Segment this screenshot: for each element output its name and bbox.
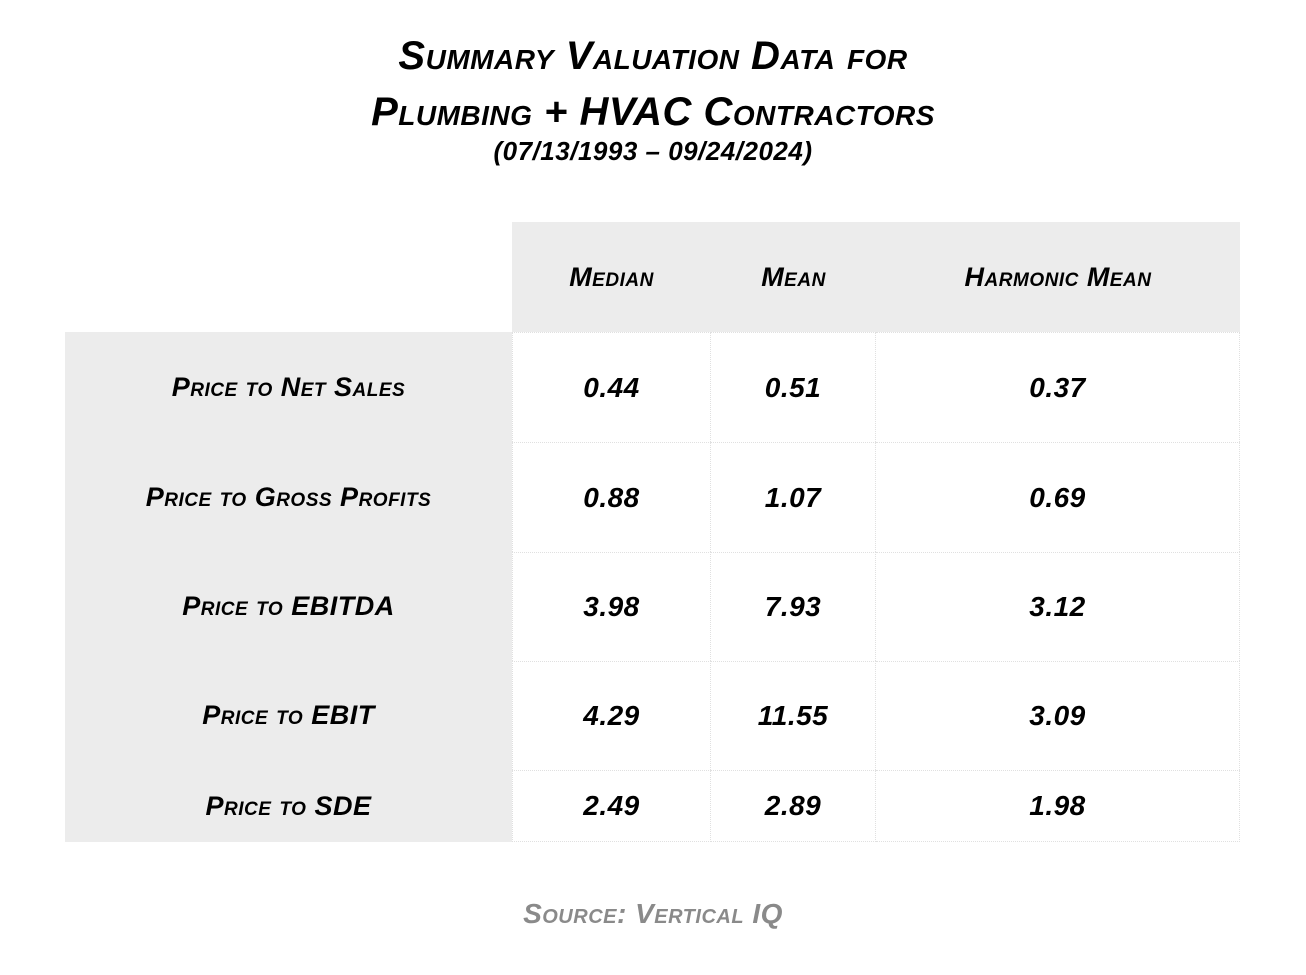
column-header-harmonic-mean: Harmonic Mean [964,261,1152,292]
cell-harmonic-mean: 0.69 [876,442,1240,552]
column-header-background [512,222,1240,332]
cell-mean: 1.07 [711,442,876,552]
source-note: Source: Vertical IQ [523,898,783,929]
table-row: Price to EBITDA 3.98 7.93 3.12 [65,552,1240,661]
cell-mean: 0.51 [711,332,876,442]
table-row: Price to Net Sales 0.44 0.51 0.37 [65,332,1240,442]
cell-harmonic-mean: 0.37 [876,332,1240,442]
chart-title-line-2: Plumbing + HVAC Contractors [371,90,935,134]
chart-title-block: Summary Valuation Data for Plumbing + HV… [0,28,1306,168]
cell-harmonic-mean: 1.98 [876,770,1240,842]
chart-title-line-1: Summary Valuation Data for [398,34,908,78]
table-row: Price to Gross Profits 0.88 1.07 0.69 [65,442,1240,552]
cell-mean: 11.55 [711,661,876,770]
row-label: Price to EBITDA [182,591,395,621]
cell-mean: 7.93 [711,552,876,661]
row-label: Price to Net Sales [171,371,406,402]
cell-median: 2.49 [512,770,711,842]
cell-mean: 2.89 [711,770,876,842]
row-label: Price to EBIT [202,700,375,730]
cell-median: 0.88 [512,442,711,552]
cell-harmonic-mean: 3.09 [876,661,1240,770]
table-row: Price to EBIT 4.29 11.55 3.09 [65,661,1240,770]
cell-median: 4.29 [512,661,711,770]
row-label: Price to Gross Profits [145,481,432,512]
table-row: Price to SDE 2.49 2.89 1.98 [65,770,1240,842]
column-header-median: Median [569,261,654,292]
column-header-mean: Mean [761,261,826,292]
cell-harmonic-mean: 3.12 [876,552,1240,661]
date-range-subtitle: (07/13/1993 – 09/24/2024) [493,136,813,166]
row-header-background [65,332,512,842]
valuation-table: Median Mean Harmonic Mean Price to Net S… [65,222,1240,842]
cell-median: 3.98 [512,552,711,661]
row-label: Price to SDE [205,790,372,821]
cell-median: 0.44 [512,332,711,442]
